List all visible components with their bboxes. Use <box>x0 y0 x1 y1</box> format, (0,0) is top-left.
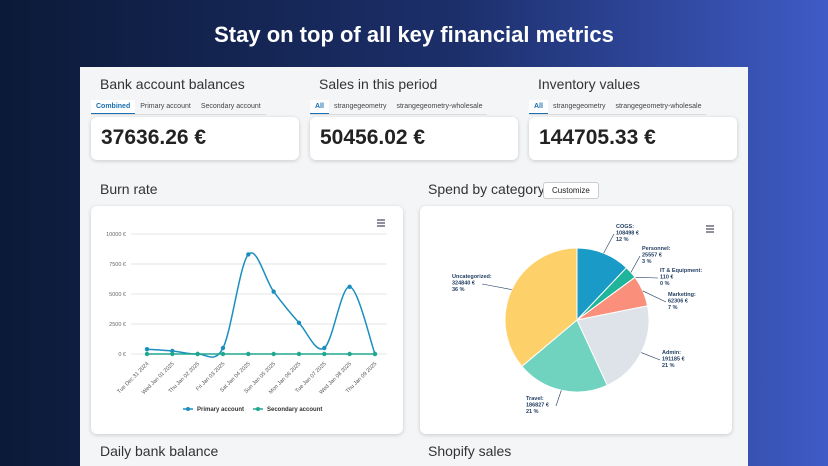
connector <box>603 233 615 254</box>
slice-name: Personnel: <box>642 246 671 252</box>
slice-name: COGS: <box>616 224 634 230</box>
legend-label[interactable]: Primary account <box>197 407 244 413</box>
pie-chart: COGS:108498 €12 % Personnel:25557 €3 % IT … <box>452 224 714 415</box>
connector <box>555 390 562 407</box>
pie-slice <box>521 319 608 393</box>
slice-name: Admin: <box>662 350 681 356</box>
metric-value: 37636.26 € <box>101 126 207 149</box>
headline: Stay on top of all key financial metrics <box>214 22 614 47</box>
slice-percent: 3 % <box>642 259 652 265</box>
point <box>195 351 200 357</box>
tab[interactable]: All <box>310 100 329 114</box>
slice-percent: 36 % <box>452 287 465 293</box>
slice-name: Marketing: <box>668 292 696 298</box>
point <box>322 351 327 357</box>
metric-value: 144705.33 € <box>539 126 656 149</box>
legend-label[interactable]: Secondary account <box>267 407 322 413</box>
tab[interactable]: Secondary account <box>200 103 261 110</box>
slice-name: Travel: <box>526 396 544 402</box>
y-tick-label: 5000 € <box>109 292 126 298</box>
connector <box>635 277 659 279</box>
tabs: All strangegeometry strangegeometry-wholes… <box>310 100 488 115</box>
point <box>144 347 150 352</box>
y-tick-label: 0 € <box>118 352 126 358</box>
slice-value: 108498 € <box>616 231 639 237</box>
connector <box>641 352 661 361</box>
tab[interactable]: strangegeometry-wholesale <box>396 103 483 110</box>
slice-value: 25557 € <box>642 253 662 259</box>
point <box>322 345 327 351</box>
legend-swatch <box>186 407 190 411</box>
connector <box>481 283 512 290</box>
pie-slice <box>576 305 650 387</box>
point <box>220 351 226 357</box>
metric-card: 50456.02 € <box>310 117 518 160</box>
slice-percent: 21 % <box>662 363 675 369</box>
connector <box>642 290 667 303</box>
point <box>271 351 276 357</box>
slice-percent: 0 % <box>660 281 670 287</box>
metric-card: 144705.33 € <box>529 117 737 160</box>
slice-value: 62306 € <box>668 299 688 305</box>
slice-name: Uncategorized: <box>452 274 492 280</box>
metric-card: 37636.26 € <box>91 117 299 160</box>
series-line <box>146 252 376 358</box>
slice-value: 110 € <box>660 275 673 281</box>
tabs: All strangegeometry strangegeometry-wholes… <box>529 100 707 115</box>
tab[interactable]: strangegeometry <box>552 103 606 110</box>
section-title: Burn rate <box>100 181 158 197</box>
slice-percent: 7 % <box>668 305 678 311</box>
slice-value: 324840 € <box>452 281 475 287</box>
point <box>347 351 352 357</box>
point <box>246 351 251 357</box>
point <box>372 351 378 357</box>
point <box>296 320 302 325</box>
legend-swatch <box>256 407 260 411</box>
chart-card: COGS: 108498 €12 % Personnel: 25557 €3 % IT … <box>420 206 732 434</box>
pie-slice <box>504 247 578 368</box>
slice-value: 191185 € <box>662 357 685 363</box>
tab[interactable]: strangegeometry-wholesale <box>615 103 702 110</box>
card-title: Bank account balances <box>100 76 245 92</box>
card-title: Sales in this period <box>319 76 438 92</box>
menu-icon[interactable] <box>377 219 385 227</box>
card-title: Inventory values <box>538 76 640 92</box>
section-title: Daily bank balance <box>100 443 219 459</box>
connector <box>630 255 641 273</box>
menu-icon[interactable] <box>706 225 714 233</box>
slice-percent: 12 % <box>616 237 629 243</box>
tab[interactable]: All <box>529 100 548 114</box>
section-title: Shopify sales <box>428 443 512 459</box>
tab[interactable]: Primary account <box>140 103 191 110</box>
slice-percent: 21 % <box>526 409 539 415</box>
tab[interactable]: strangegeometry <box>333 103 387 110</box>
y-tick-label: 7500 € <box>109 262 126 268</box>
chart-card: 0 €2500 €5000 €7500 €10000 € Tue Dec 31 2… <box>91 206 403 434</box>
point <box>347 284 352 289</box>
y-tick-label: 2500 € <box>109 322 126 328</box>
point <box>220 345 226 351</box>
line-chart: 0 €2500 €5000 €7500 €10000 €Tue Dec 31 2… <box>106 219 387 413</box>
point <box>271 289 276 294</box>
section-title: Spend by category <box>428 181 545 197</box>
point <box>144 351 150 357</box>
slice-value: 186827 € <box>526 403 549 409</box>
slice-name: IT & Equipment: <box>660 268 702 274</box>
point <box>170 351 175 357</box>
metric-value: 50456.02 € <box>320 126 426 149</box>
point <box>246 252 251 257</box>
tab[interactable]: Combined <box>91 100 136 114</box>
tabs: Combined Primary account Secondary account <box>91 100 266 115</box>
y-tick-label: 10000 € <box>106 232 126 238</box>
customize-button[interactable]: Customize <box>543 182 599 199</box>
point <box>296 351 302 357</box>
